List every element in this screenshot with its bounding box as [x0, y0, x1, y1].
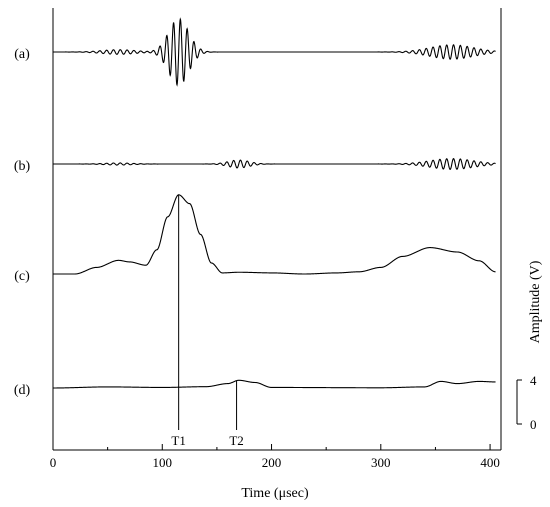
- x-tick-label: 100: [153, 455, 173, 470]
- x-tick-label: 200: [262, 455, 282, 470]
- x-tick-label: 300: [371, 455, 391, 470]
- trace-a: [53, 17, 496, 87]
- panel-labels: (a) (b) (c) (d): [14, 47, 31, 398]
- trace-b: [53, 158, 496, 170]
- amplitude-scale-bar: 4 0: [516, 373, 537, 432]
- x-tick-label: 0: [50, 455, 57, 470]
- x-axis: 0 100 200 300 400: [50, 8, 502, 470]
- time-markers: T1 T2: [171, 194, 244, 448]
- panel-label-2: (c): [14, 269, 30, 284]
- y-axis-label: Amplitude (V): [528, 260, 543, 343]
- panel-label-1: (b): [14, 159, 31, 174]
- panel-label-0: (a): [14, 47, 30, 62]
- signal-traces: [53, 17, 496, 389]
- x-axis-label: Time (μsec): [241, 486, 309, 501]
- trace-c: [53, 194, 496, 275]
- scale-bar-top-label: 4: [530, 373, 537, 388]
- marker-label-t2: T2: [229, 433, 243, 448]
- marker-label-t1: T1: [171, 433, 185, 448]
- trace-d: [53, 379, 496, 389]
- x-tick-label: 400: [480, 455, 500, 470]
- panel-label-3: (d): [14, 383, 31, 398]
- scale-bar-bottom-label: 0: [530, 417, 537, 432]
